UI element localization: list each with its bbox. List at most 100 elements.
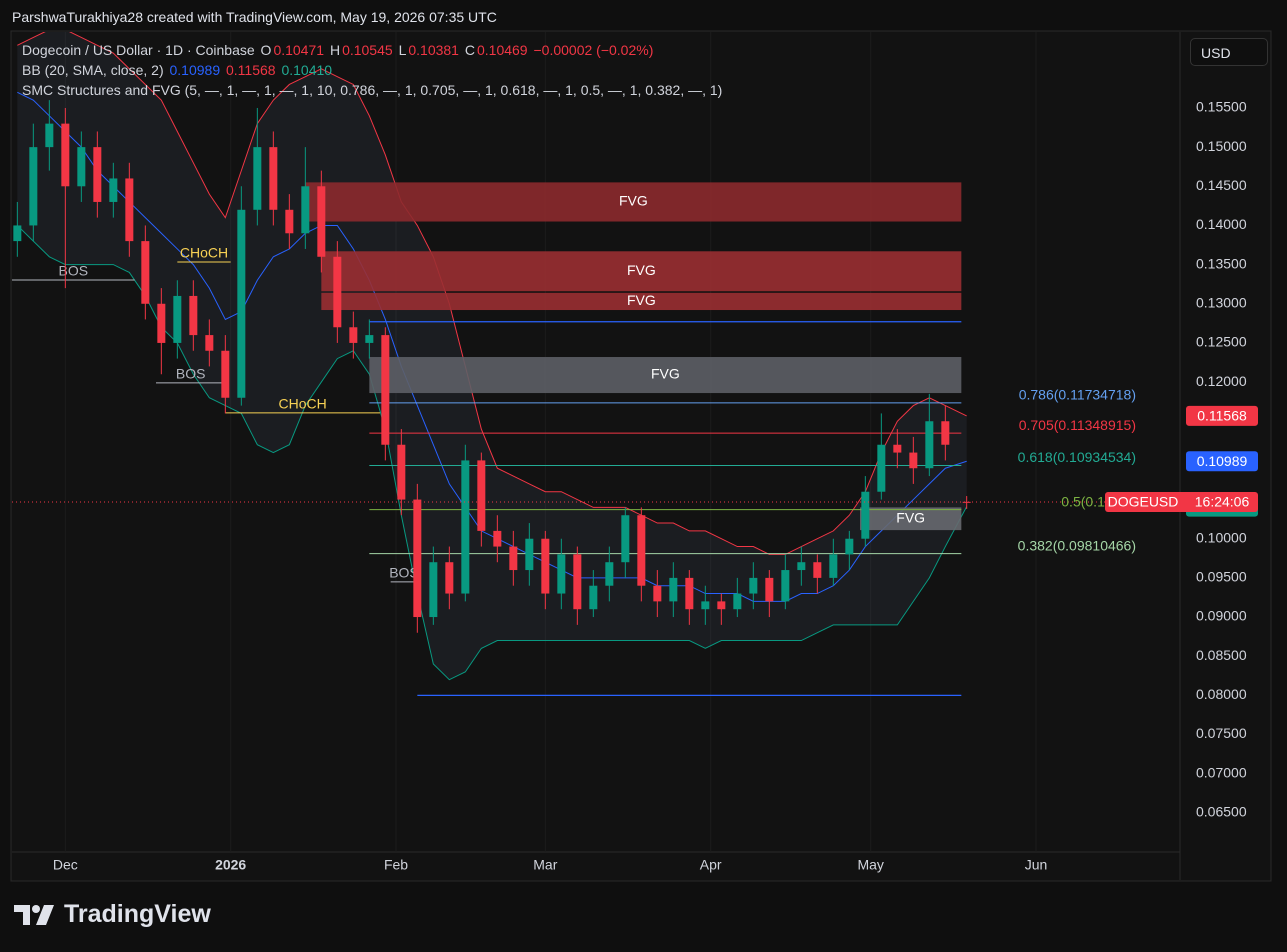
y-tick-label: 0.12500: [1196, 334, 1247, 350]
candle-body: [429, 562, 438, 618]
candle-body: [813, 562, 822, 578]
candle-body: [141, 241, 150, 304]
ohlc-value: 0.10545: [342, 42, 393, 58]
structure-label: BOS: [59, 263, 89, 279]
structure-label: BOS: [176, 366, 206, 382]
candle-body: [669, 577, 678, 602]
fvg-zone: [321, 292, 962, 311]
candle-body: [77, 147, 86, 187]
fvg-zone: [860, 507, 962, 531]
currency-button[interactable]: USD: [1190, 38, 1268, 66]
structure-label: BOS: [389, 565, 419, 581]
price-tag-label: 0.11568: [1197, 408, 1247, 424]
candle-body: [349, 327, 358, 343]
candle-body: [589, 585, 598, 610]
y-tick-label: 0.12000: [1196, 373, 1247, 389]
candle-body: [365, 335, 374, 343]
candle-body: [461, 460, 470, 594]
candle-body: [733, 593, 742, 610]
candle-body: [717, 601, 726, 610]
candle-body: [765, 577, 774, 602]
candle-body: [157, 303, 166, 343]
price-tag: [1186, 405, 1258, 426]
candle-body: [125, 178, 134, 242]
attribution: ParshwaTurakhiya28 created with TradingV…: [12, 9, 497, 25]
y-tick-label: 0.13000: [1196, 294, 1247, 310]
x-tick-label: 2026: [215, 857, 246, 873]
candle-body: [205, 335, 214, 351]
ohlc-value: 0.10471: [273, 42, 325, 58]
candle-body: [829, 554, 838, 578]
symbol-title: Dogecoin / US Dollar · 1D · Coinbase: [22, 42, 255, 58]
candle-body: [445, 562, 454, 594]
candle-body: [925, 421, 934, 469]
structure-label: CHoCH: [180, 245, 228, 261]
y-tick-label: 0.15500: [1196, 99, 1247, 115]
fib-label: 0.786(0.11734718): [1019, 387, 1136, 403]
fib-label: 0.382(0.09810466): [1018, 537, 1136, 553]
y-tick-label: 0.09500: [1196, 569, 1247, 585]
candle-body: [877, 444, 886, 492]
axes: 0.06500 0.07000 0.07500 0.08000 0.08500 0.090…: [53, 99, 1247, 873]
candle-body: [893, 444, 902, 453]
symbol-legend: Dogecoin / US Dollar · 1D · Coinbase O 0.…: [22, 42, 655, 58]
candle-body: [317, 186, 326, 257]
candle-body: [381, 335, 390, 445]
candle-body: [941, 421, 950, 445]
ohlc-value: 0.10381: [408, 42, 459, 58]
candle-body: [685, 577, 694, 610]
candle-body: [621, 515, 630, 563]
grid: [64, 32, 1037, 852]
structure-label: CHoCH: [279, 396, 327, 412]
smc-legend: SMC Structures and FVG (5, —, 1, —, 1, —…: [22, 82, 723, 98]
fvg-zone: [305, 182, 962, 222]
y-tick-label: 0.13500: [1196, 255, 1247, 271]
y-tick-label: 0.08500: [1196, 647, 1247, 663]
candle-body: [93, 147, 102, 202]
fvg-label: FVG: [619, 193, 648, 209]
x-tick-label: Feb: [384, 857, 408, 873]
fvg-zone: [321, 251, 962, 292]
candle-body: [301, 186, 310, 234]
candle-body: [797, 562, 806, 571]
x-tick-label: Apr: [700, 857, 722, 873]
y-tick-label: 0.07000: [1196, 764, 1247, 780]
fib-label: 0.705(0.11348915): [1019, 417, 1136, 433]
bb-lower-value: 0.10410: [281, 62, 333, 78]
fvg-zone: [369, 357, 962, 394]
candle-body: [749, 577, 758, 594]
candle-body: [909, 452, 918, 469]
brand-icon: [14, 904, 54, 925]
bb-upper-value: 0.11568: [226, 62, 276, 78]
y-tick-label: 0.07500: [1196, 725, 1247, 741]
x-tick-label: Dec: [53, 857, 78, 873]
fib-label: 0.618(0.10934534): [1018, 449, 1136, 465]
brand-logo: TradingView: [14, 900, 211, 929]
countdown-label: 16:24:06: [1195, 494, 1250, 510]
chart-frame: [10, 30, 1272, 882]
fvg-label: FVG: [651, 366, 680, 382]
bb-label: BB (20, SMA, close, 2): [22, 62, 164, 78]
candle-body: [861, 491, 870, 539]
candle-body: [237, 209, 246, 398]
change: −0.00002 (−0.02%): [533, 42, 654, 58]
x-tick-label: Mar: [533, 857, 557, 873]
candle-body: [509, 546, 518, 571]
ohlc-letter: L: [398, 42, 407, 58]
y-tick-label: 0.06500: [1196, 804, 1247, 820]
candle-body: [525, 538, 534, 571]
ohlc-value: 0.10469: [476, 42, 528, 58]
candle-body: [845, 538, 854, 555]
x-tick-label: May: [857, 857, 883, 873]
candle-body: [29, 147, 38, 226]
candle-body: [109, 178, 118, 202]
candle-body: [477, 460, 486, 531]
bb-legend: BB (20, SMA, close, 2) 0.10989 0.11568 0…: [22, 62, 334, 78]
ohlc-letter: O: [260, 42, 272, 58]
band-line: [17, 91, 967, 602]
candle-body: [493, 530, 502, 547]
candle-body: [653, 585, 662, 602]
bb-basis-value: 0.10989: [169, 62, 221, 78]
